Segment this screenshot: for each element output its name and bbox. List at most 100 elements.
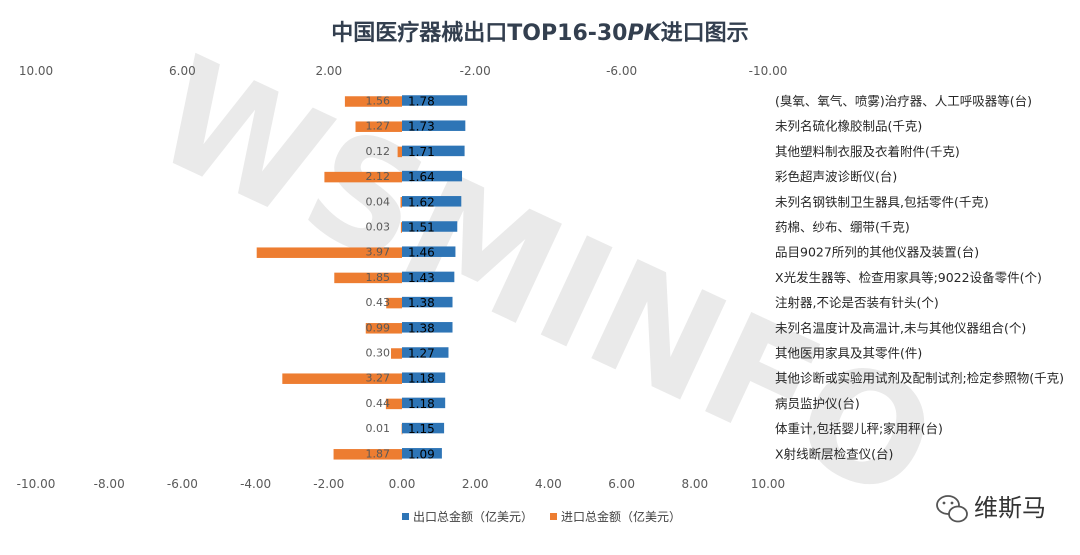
- bar-row: 1.56 1.78 (臭氧、氧气、喷雾)治疗器、人工呼吸器等(台): [344, 94, 1032, 109]
- category-label: X射线断层检查仪(台): [775, 446, 893, 461]
- top-axis: 10.00 6.00 2.00 -2.00 -6.00 -10.00: [19, 64, 788, 78]
- import-value-label: 0.30: [366, 347, 391, 360]
- top-tick-label: 2.00: [315, 64, 342, 78]
- import-bar: [365, 323, 402, 334]
- bar-row: 0.12 1.71 其他塑料制衣服及衣着附件(千克): [366, 144, 960, 159]
- bars: 1.56 1.78 (臭氧、氧气、喷雾)治疗器、人工呼吸器等(台) 1.27 1.73 未…: [256, 94, 1064, 461]
- bar-row: 1.85 1.43 X光发生器等、检查用家具等;9022设备零件(个): [334, 270, 1042, 285]
- export-bar: [402, 120, 466, 131]
- import-bar: [344, 96, 402, 107]
- bottom-tick-label: -4.00: [240, 477, 271, 491]
- export-bar: [402, 296, 453, 308]
- bar-row: 0.43 1.38 注射器,不论是否装有针头(个): [366, 295, 939, 310]
- export-value-label: 1.64: [408, 170, 435, 184]
- import-bar: [355, 121, 402, 132]
- category-label: 品目9027所列的其他仪器及装置(台): [775, 245, 979, 260]
- import-bar: [324, 171, 402, 183]
- bottom-axis: -10.00 -8.00 -6.00 -4.00 -2.00 0.00 2.00 4.00 6.…: [17, 477, 786, 491]
- category-label: 未列名温度计及高温计,未与其他仪器组合(个): [775, 320, 1026, 335]
- chart-title-part-2: PK: [628, 21, 663, 46]
- import-value-label: 0.12: [366, 145, 391, 158]
- category-label: 未列名钢铁制卫生器具,包括零件(千克): [775, 194, 989, 209]
- export-value-label: 1.71: [408, 145, 435, 159]
- export-value-label: 1.73: [408, 120, 435, 134]
- top-tick-label: -10.00: [749, 64, 788, 78]
- bottom-tick-label: -8.00: [94, 477, 125, 491]
- import-value-label: 0.04: [366, 195, 391, 208]
- export-value-label: 1.51: [408, 221, 435, 235]
- export-value-label: 1.38: [408, 296, 435, 310]
- import-value-label: 0.43: [366, 296, 391, 309]
- category-label: 药棉、纱布、绷带(千克): [775, 220, 910, 235]
- export-value-label: 1.18: [408, 397, 435, 411]
- export-bar: [402, 448, 442, 459]
- bar-row: 3.97 1.46 品目9027所列的其他仪器及装置(台): [256, 245, 979, 260]
- export-bar: [402, 322, 453, 333]
- import-value-label: 1.85: [366, 271, 391, 284]
- import-value-label: 0.99: [366, 321, 391, 334]
- wechat-icon: [936, 495, 968, 523]
- brand-name: 维斯马: [974, 494, 1046, 522]
- export-value-label: 1.43: [408, 271, 435, 285]
- bottom-tick-label: -10.00: [17, 477, 56, 491]
- import-value-label: 1.56: [366, 95, 391, 108]
- category-label: 其他诊断或实验用试剂及配制试剂;检定参照物(千克): [775, 371, 1064, 386]
- export-bar: [402, 170, 463, 182]
- export-bar: [402, 145, 465, 157]
- category-label: 未列名硫化橡胶制品(千克): [775, 119, 922, 134]
- import-value-label: 0.03: [366, 221, 391, 234]
- import-value-label: 0.01: [366, 422, 391, 435]
- import-bar: [386, 297, 402, 309]
- export-bar: [402, 95, 468, 106]
- bar-row: 2.12 1.64 彩色超声波诊断仪(台): [324, 169, 897, 184]
- export-bar: [402, 397, 446, 409]
- import-bar: [397, 146, 402, 158]
- import-bar: [400, 197, 402, 208]
- export-bar: [402, 271, 455, 283]
- export-value-label: 1.15: [408, 422, 435, 436]
- bottom-tick-label: 10.00: [751, 477, 785, 491]
- export-bar: [402, 221, 458, 232]
- chart-title-part-1: 中国医疗器械出口TOP16-30: [331, 20, 627, 46]
- chart-title-part-3: 进口图示: [661, 21, 749, 46]
- category-label: 其他塑料制衣服及衣着附件(千克): [775, 144, 960, 159]
- bar-row: 1.27 1.73 未列名硫化橡胶制品(千克): [355, 119, 922, 134]
- import-bar: [385, 398, 402, 410]
- bottom-tick-label: 0.00: [389, 477, 416, 491]
- category-label: 注射器,不论是否装有针头(个): [775, 295, 939, 310]
- export-value-label: 1.27: [408, 347, 435, 361]
- export-bar: [402, 422, 445, 434]
- bottom-tick-label: 4.00: [535, 477, 562, 491]
- import-bar: [256, 247, 402, 258]
- bar-row: 3.27 1.18 其他诊断或实验用试剂及配制试剂;检定参照物(千克): [282, 371, 1064, 386]
- category-label: 病员监护仪(台): [775, 396, 860, 411]
- import-bar: [282, 373, 402, 384]
- export-bar: [402, 347, 449, 358]
- import-bar: [391, 348, 402, 359]
- import-value-label: 2.12: [366, 170, 391, 183]
- legend-label: 进口总金额（亿美元）: [561, 509, 681, 524]
- category-label: (臭氧、氧气、喷雾)治疗器、人工呼吸器等(台): [775, 94, 1032, 109]
- export-value-label: 1.38: [408, 321, 435, 335]
- bar-row: 0.03 1.51 药棉、纱布、绷带(千克): [366, 220, 910, 235]
- export-bar: [402, 246, 456, 257]
- import-bar: [334, 272, 402, 284]
- category-label: 其他医用家具及其零件(件): [775, 346, 922, 361]
- legend-item-export: 出口总金额（亿美元）: [402, 509, 533, 524]
- bar-row: 0.44 1.18 病员监护仪(台): [366, 396, 860, 411]
- category-label: 体重计,包括婴儿秤;家用秤(台): [775, 421, 943, 436]
- top-tick-label: 10.00: [19, 64, 53, 78]
- category-label: 彩色超声波诊断仪(台): [775, 169, 897, 184]
- export-bar: [402, 196, 462, 207]
- legend-item-import: 进口总金额（亿美元）: [550, 509, 681, 524]
- export-value-label: 1.46: [408, 246, 435, 260]
- import-value-label: 0.44: [366, 397, 391, 410]
- bar-row: 0.01 1.15 体重计,包括婴儿秤;家用秤(台): [366, 421, 943, 436]
- bottom-tick-label: 8.00: [681, 477, 708, 491]
- top-tick-label: 6.00: [169, 64, 196, 78]
- top-tick-label: -6.00: [606, 64, 637, 78]
- category-label: X光发生器等、检查用家具等;9022设备零件(个): [775, 270, 1042, 285]
- top-tick-label: -2.00: [460, 64, 491, 78]
- import-bar: [400, 222, 402, 233]
